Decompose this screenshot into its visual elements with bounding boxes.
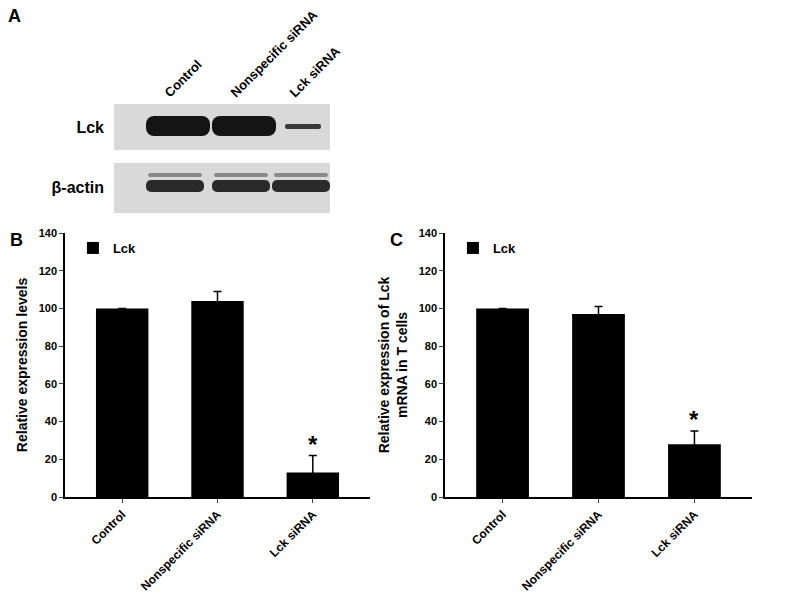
svg-text:60: 60 <box>425 378 437 390</box>
svg-text:120: 120 <box>419 265 437 277</box>
svg-text:80: 80 <box>425 340 437 352</box>
svg-text:*: * <box>308 431 318 458</box>
svg-text:120: 120 <box>39 265 57 277</box>
svg-text:β-actin: β-actin <box>52 179 104 196</box>
svg-text:A: A <box>8 6 21 26</box>
svg-text:60: 60 <box>45 378 57 390</box>
svg-text:40: 40 <box>425 415 437 427</box>
svg-text:140: 140 <box>39 227 57 239</box>
svg-text:Lck: Lck <box>113 241 136 256</box>
svg-text:Lck: Lck <box>76 119 104 136</box>
svg-text:C: C <box>390 230 403 250</box>
svg-text:Nonspecific siRNA: Nonspecific siRNA <box>519 507 605 593</box>
svg-text:100: 100 <box>39 302 57 314</box>
svg-text:100: 100 <box>419 302 437 314</box>
svg-text:Control: Control <box>162 57 205 100</box>
svg-text:40: 40 <box>45 415 57 427</box>
svg-text:Nonspecific siRNA: Nonspecific siRNA <box>228 7 321 100</box>
svg-text:Lck siRNA: Lck siRNA <box>648 507 701 560</box>
svg-text:140: 140 <box>419 227 437 239</box>
svg-text:20: 20 <box>45 453 57 465</box>
svg-text:20: 20 <box>425 453 437 465</box>
svg-text:Control: Control <box>469 508 509 548</box>
svg-text:Relative expression of LckmRNA: Relative expression of LckmRNA in T cell… <box>376 276 410 453</box>
svg-text:80: 80 <box>45 340 57 352</box>
svg-text:Control: Control <box>88 508 128 548</box>
svg-text:*: * <box>689 406 699 433</box>
svg-text:Lck: Lck <box>493 241 516 256</box>
svg-text:Lck siRNA: Lck siRNA <box>287 43 344 100</box>
svg-text:0: 0 <box>431 491 437 503</box>
svg-text:Relative expression levels: Relative expression levels <box>14 278 30 453</box>
svg-text:Lck siRNA: Lck siRNA <box>267 507 320 560</box>
svg-text:Nonspecific siRNA: Nonspecific siRNA <box>138 507 224 593</box>
svg-text:0: 0 <box>51 491 57 503</box>
svg-text:B: B <box>10 230 23 250</box>
